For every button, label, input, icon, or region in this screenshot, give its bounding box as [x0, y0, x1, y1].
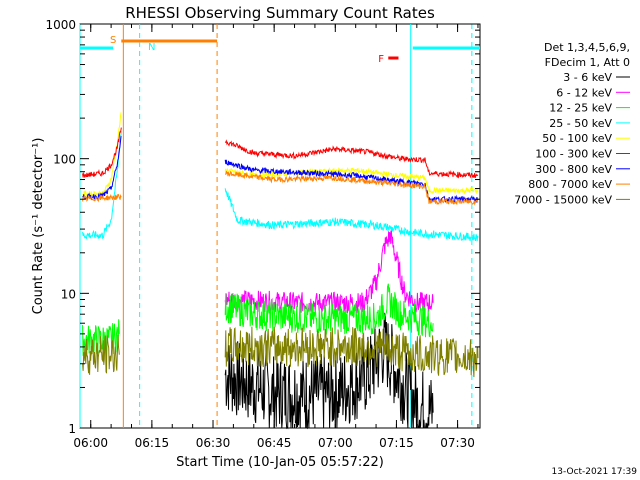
y-axis-label: Count Rate (s⁻¹ detector⁻¹)	[31, 138, 46, 315]
series-line-0-seg-0	[224, 312, 434, 430]
series-line-8-seg-0	[82, 334, 120, 375]
series-line-5-seg-1	[224, 139, 479, 179]
legend-label-1: 6 - 12 keV	[556, 86, 612, 99]
x-tick-label-0700: 07:00	[318, 436, 353, 450]
x-tick-label-0600: 06:00	[73, 436, 108, 450]
flag-label-f: F	[378, 54, 384, 65]
legend-label-3: 25 - 50 keV	[549, 117, 612, 130]
legend: Det 1,3,4,5,6,9, FDecim 1, Att 0 3 - 6 k…	[514, 41, 630, 206]
series-line-6-seg-0	[82, 135, 122, 201]
x-axis-label: Start Time (10-Jan-05 05:57:22)	[176, 455, 384, 470]
series-line-8-seg-1	[224, 326, 479, 378]
x-tick-label-0715: 07:15	[379, 436, 414, 450]
y-tick-label-10: 10	[61, 287, 76, 301]
series-line-3-seg-1	[224, 188, 479, 242]
x-tick-label-0645: 06:45	[257, 436, 292, 450]
x-tick-label-0615: 06:15	[135, 436, 170, 450]
legend-label-8: 7000 - 15000 keV	[514, 193, 612, 206]
x-tick-label-0730: 07:30	[440, 436, 475, 450]
series-line-1-seg-0	[224, 228, 434, 315]
legend-label-2: 12 - 25 keV	[549, 102, 612, 115]
series-line-7-seg-1	[224, 170, 479, 206]
y-tick-label-1: 1	[68, 422, 76, 436]
y-tick-label-1000: 1000	[45, 18, 76, 32]
series-line-7-seg-0	[82, 193, 122, 203]
legend-label-5: 100 - 300 keV	[535, 148, 612, 161]
legend-header-line-1: Det 1,3,4,5,6,9,	[544, 41, 630, 54]
legend-label-7: 800 - 7000 keV	[528, 178, 612, 191]
legend-label-4: 50 - 100 keV	[542, 132, 612, 145]
legend-header-line-2: FDecim 1, Att 0	[545, 56, 630, 69]
series-line-5-seg-0	[82, 127, 122, 178]
y-tick-label-100: 100	[53, 153, 76, 167]
legend-label-6: 300 - 800 keV	[535, 163, 612, 176]
x-tick-label-0630: 06:30	[196, 436, 231, 450]
series-line-2-seg-1	[224, 283, 434, 338]
series-line-3-seg-0	[82, 131, 122, 240]
footer-stamp: 13-Oct-2021 17:39	[552, 467, 638, 477]
series-line-4-seg-1	[224, 166, 479, 195]
plot-area: SNNF	[79, 23, 481, 430]
legend-label-0: 3 - 6 keV	[563, 71, 612, 84]
flag-label-s: S	[110, 35, 116, 46]
chart-title: RHESSI Observing Summary Count Rates	[125, 4, 435, 22]
flag-label-n: N	[148, 42, 155, 53]
